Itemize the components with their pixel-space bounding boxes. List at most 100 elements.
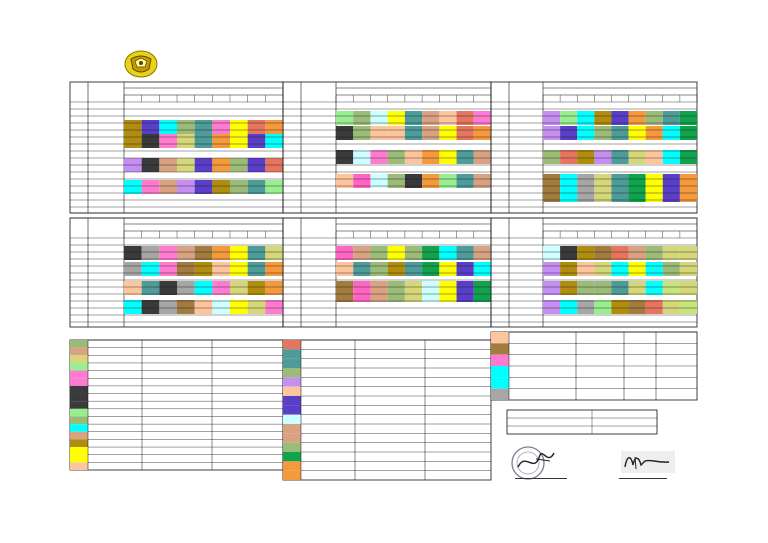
schedule-cell: [230, 300, 248, 314]
schedule-cell: [194, 300, 213, 314]
approval-table: [506, 409, 658, 435]
schedule-cell: [560, 111, 578, 125]
schedule-cell: [177, 120, 195, 134]
legend-table: [282, 339, 492, 481]
schedule-cell: [679, 174, 697, 202]
schedule-cell: [141, 281, 160, 295]
schedule-cell: [456, 246, 474, 260]
legend-swatch: [70, 462, 88, 470]
schedule-cell: [594, 262, 612, 276]
schedule-cell: [265, 246, 283, 260]
schedule-cell: [336, 150, 354, 164]
schedule-cell: [473, 174, 491, 188]
schedule-cell: [628, 246, 646, 260]
schedule-cell: [265, 134, 283, 148]
schedule-cell: [353, 246, 371, 260]
schedule-cell: [370, 246, 388, 260]
schedule-cell: [177, 281, 195, 295]
schedule-cell: [247, 262, 266, 276]
signature-right-image: [621, 451, 675, 473]
schedule-cell: [628, 150, 646, 164]
schedule-cell: [124, 120, 142, 134]
schedule-cell: [473, 246, 491, 260]
schedule-cell: [560, 262, 578, 276]
schedule-cell: [645, 174, 663, 202]
schedule-cell: [560, 246, 578, 260]
schedule-cell: [611, 150, 629, 164]
schedule-cell: [353, 262, 371, 276]
schedule-cell: [543, 300, 561, 314]
schedule-cell: [439, 126, 457, 140]
schedule-cell: [247, 300, 266, 314]
schedule-cell: [645, 150, 663, 164]
schedule-cell: [194, 180, 213, 194]
schedule-cell: [594, 126, 612, 140]
schedule-cell: [422, 246, 440, 260]
legend-swatch: [283, 368, 301, 378]
legend-swatch: [491, 343, 509, 355]
schedule-cell: [679, 262, 697, 276]
schedule-cell: [159, 262, 177, 276]
schedule-cell: [679, 126, 697, 140]
schedule-cell: [473, 150, 491, 164]
schedule-cell: [439, 262, 457, 276]
schedule-cell: [265, 180, 283, 194]
schedule-cell: [645, 262, 663, 276]
schedule-cell: [159, 134, 177, 148]
schedule-cell: [543, 111, 561, 125]
schedule-cell: [679, 246, 697, 260]
schedule-cell: [456, 126, 474, 140]
schedule-cell: [456, 262, 474, 276]
schedule-cell: [662, 150, 680, 164]
schedule-cell: [404, 262, 423, 276]
schedule-cell: [422, 262, 440, 276]
schedule-cell: [141, 120, 160, 134]
schedule-cell: [353, 111, 371, 125]
schedule-cell: [473, 262, 491, 276]
schedule-cell: [560, 300, 578, 314]
signature-left-line: [515, 478, 567, 479]
schedule-cell: [141, 246, 160, 260]
schedule-cell: [212, 300, 230, 314]
schedule-cell: [159, 300, 177, 314]
schedule-cell: [543, 150, 561, 164]
legend-swatch: [70, 431, 88, 440]
schedule-cell: [577, 262, 595, 276]
schedule-cell: [370, 111, 388, 125]
legend-swatch: [491, 377, 509, 389]
legend-swatch: [70, 355, 88, 363]
schedule-cell: [611, 281, 629, 295]
schedule-cell: [194, 134, 213, 148]
schedule-cell: [594, 174, 612, 202]
schedule-cell: [212, 120, 230, 134]
schedule-cell: [543, 174, 561, 202]
schedule-cell: [124, 262, 142, 276]
schedule-cell: [594, 111, 612, 125]
schedule-cell: [439, 111, 457, 125]
schedule-cell: [212, 262, 230, 276]
schedule-cell: [422, 281, 440, 302]
legend-swatch: [283, 470, 301, 480]
schedule-cell: [177, 300, 195, 314]
schedule-cell: [194, 120, 213, 134]
legend-swatch: [70, 385, 88, 394]
schedule-cell: [594, 150, 612, 164]
schedule-cell: [212, 246, 230, 260]
schedule-cell: [370, 174, 388, 188]
legend-swatch: [491, 332, 509, 344]
legend-swatch: [491, 388, 509, 400]
schedule-cell: [611, 262, 629, 276]
schedule-cell: [370, 262, 388, 276]
schedule-cell: [336, 111, 354, 125]
schedule-cell: [141, 134, 160, 148]
schedule-cell: [177, 262, 195, 276]
legend-swatch: [283, 396, 301, 406]
schedule-cell: [473, 126, 491, 140]
schedule-cell: [159, 246, 177, 260]
signature-left-image: [510, 445, 556, 481]
schedule-cell: [645, 126, 663, 140]
schedule-cell: [387, 126, 405, 140]
legend-swatch: [283, 442, 301, 452]
schedule-cell: [439, 246, 457, 260]
schedule-cell: [628, 300, 646, 314]
